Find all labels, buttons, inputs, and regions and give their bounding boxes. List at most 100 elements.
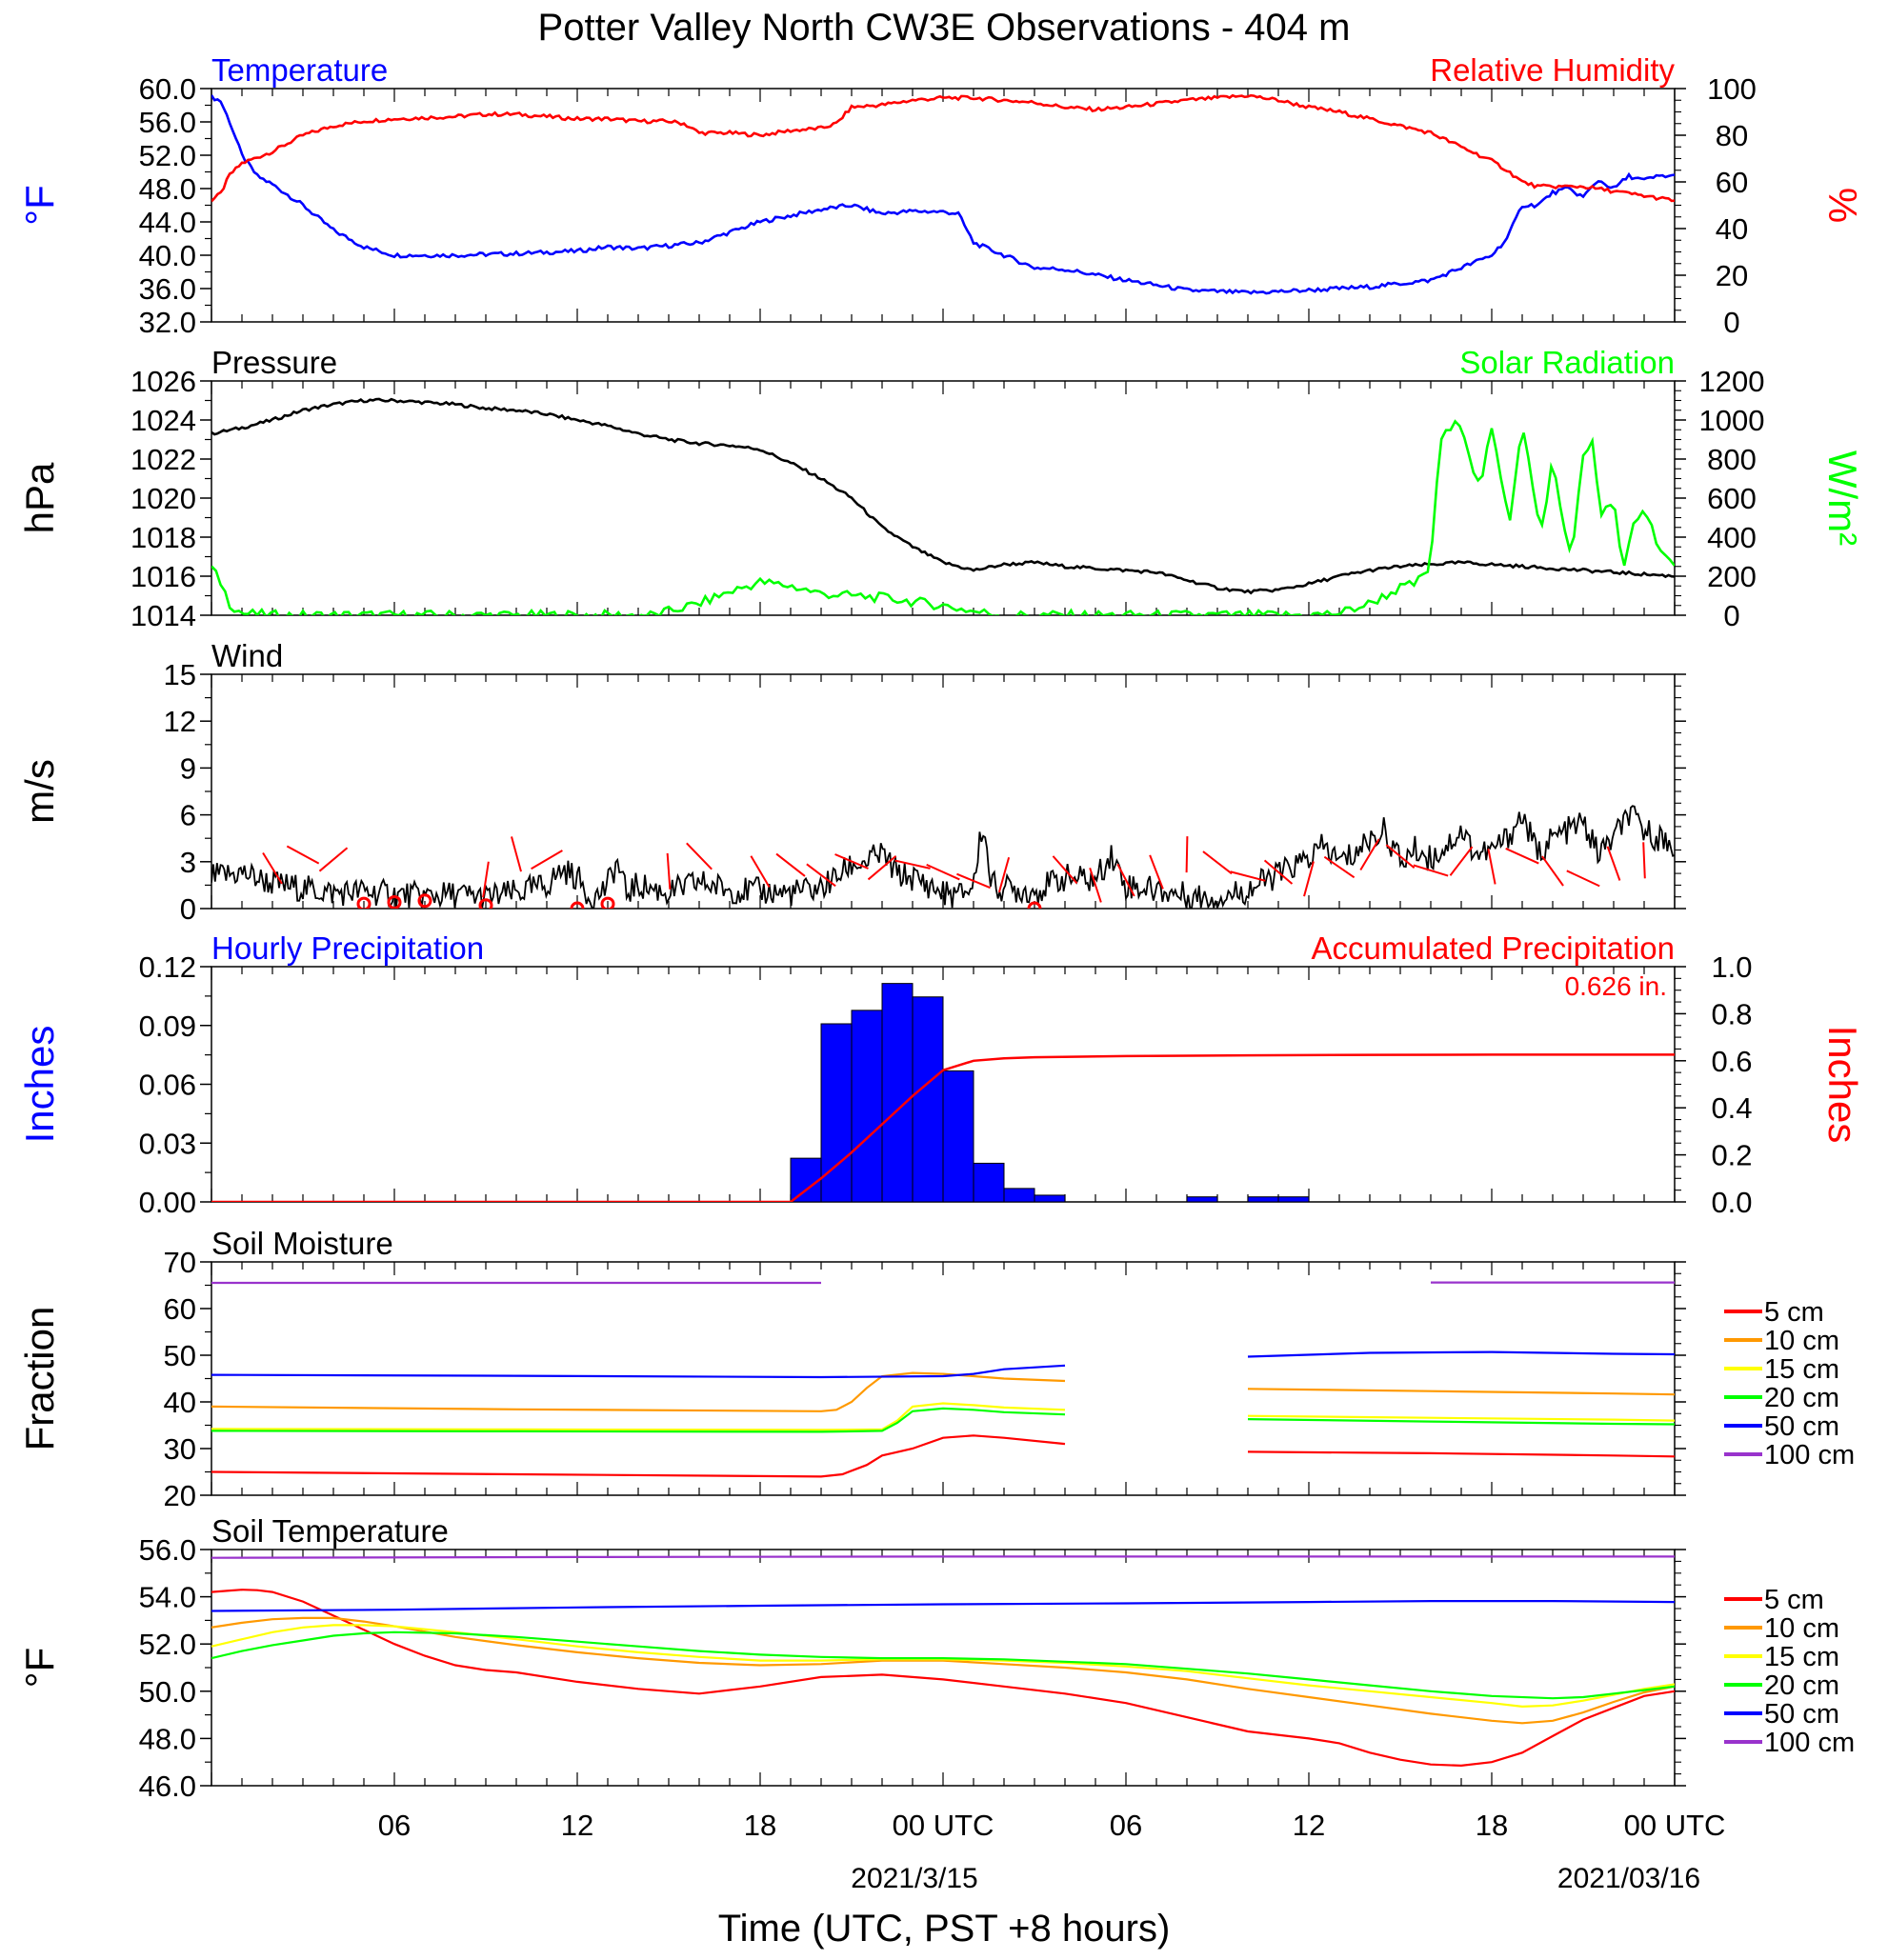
panel-title-right: Relative Humidity — [1430, 52, 1675, 88]
panel-title-left: Temperature — [211, 52, 388, 88]
series-line-20-cm — [211, 1630, 1675, 1700]
series-line-15-cm — [211, 1624, 1675, 1709]
precip-bar — [912, 996, 944, 1202]
wind-barb — [1385, 844, 1416, 870]
panel-2: 15 12 9 6 3 0 Wind m/s — [17, 638, 1686, 926]
x-axis-labels: 2021/3/15 2021/03/16 Time (UTC, PST +8 h… — [718, 1863, 1700, 1950]
panel-0: 60.056.052.048.044.040.036.032.0 100 80 60 4… — [17, 52, 1865, 339]
y-tick-label-right: 80 — [1716, 119, 1748, 152]
series-line-5-cm — [211, 1434, 1675, 1478]
y-tick-label: 1024 — [131, 404, 196, 437]
y-tick-label: 0.03 — [139, 1127, 196, 1160]
wind-barb — [1185, 836, 1189, 873]
series-line-pressure — [211, 397, 1675, 595]
panel-4: 70 60 50 40 30 20 Soil Moisture Fraction 5 cm10 … — [17, 1226, 1855, 1512]
legend-label: 100 cm — [1764, 1440, 1855, 1470]
wind-barb — [997, 856, 1011, 893]
series-line-15-cm — [211, 1402, 1675, 1431]
wind-barb — [1149, 854, 1164, 890]
y-tick-label-right: 0.2 — [1711, 1139, 1752, 1172]
legend-label: 15 cm — [1764, 1354, 1839, 1385]
y-tick-label-right: 1200 — [1699, 365, 1765, 398]
wind-barb — [750, 855, 771, 889]
calm-marker — [356, 896, 372, 909]
x-tick-label: 00 UTC — [893, 1809, 994, 1842]
legend-label: 50 cm — [1764, 1411, 1839, 1442]
wind-barb — [1606, 846, 1621, 881]
y-tick-label: 60.0 — [139, 72, 196, 106]
plot-area — [211, 983, 1675, 1202]
x-axis-title: Time (UTC, PST +8 hours) — [718, 1908, 1171, 1950]
wind-barb — [1566, 870, 1600, 888]
wind-barb — [1413, 864, 1449, 877]
y-tick-label-right: 0.8 — [1711, 997, 1752, 1030]
plot-frame — [211, 1549, 1676, 1787]
panels: 60.056.052.048.044.040.036.032.010080604… — [17, 52, 1865, 1842]
wind-barb — [1303, 861, 1315, 897]
wind-barb — [1541, 855, 1564, 887]
precip-bar — [1277, 1196, 1310, 1202]
y-tick-label: 1026 — [131, 365, 196, 398]
series-line-20-cm — [211, 1407, 1675, 1433]
panel-title-left: Soil Moisture — [211, 1226, 393, 1261]
y-tick-label: 36.0 — [139, 272, 196, 306]
y-tick-label-right: 100 — [1707, 72, 1757, 106]
y-tick-label: 70 — [164, 1246, 196, 1279]
series-line-temperature — [211, 94, 1675, 295]
panel-title-left: Wind — [211, 638, 283, 673]
legend-label: 5 cm — [1764, 1585, 1824, 1615]
y-tick-label-right: 0.6 — [1711, 1045, 1752, 1078]
series-line-relative-humidity — [211, 93, 1675, 203]
wind-barb — [1487, 848, 1496, 885]
plot-frame — [211, 1261, 1676, 1496]
y-tick-label: 1022 — [131, 443, 196, 476]
x-tick-label: 18 — [744, 1809, 776, 1842]
legend-label: 20 cm — [1764, 1383, 1839, 1413]
y-axis-label-left: m/s — [17, 759, 62, 824]
panel-title-left: Pressure — [211, 345, 337, 380]
wind-barb — [1449, 846, 1474, 876]
plot-area — [211, 397, 1675, 615]
series-line-100-cm — [211, 1555, 1675, 1559]
wind-barb — [1052, 855, 1078, 885]
y-tick-label: 60 — [164, 1292, 196, 1326]
y-tick-label: 0.09 — [139, 1010, 196, 1043]
y-tick-label: 1016 — [131, 560, 196, 593]
y-tick-label: 1020 — [131, 482, 196, 515]
y-tick-label-right: 400 — [1707, 521, 1757, 554]
y-axis-label-right: % — [1820, 188, 1865, 223]
wind-barb — [286, 845, 320, 865]
wind-barb — [894, 859, 931, 870]
wind-barb — [1263, 859, 1294, 885]
y-tick-label-right: 600 — [1707, 482, 1757, 515]
y-tick-label: 54.0 — [139, 1581, 196, 1614]
y-tick-label: 44.0 — [139, 206, 196, 239]
precip-bar — [851, 1010, 883, 1202]
wind-barb — [926, 863, 960, 881]
date-label-2: 2021/03/16 — [1557, 1863, 1700, 1894]
y-tick-label-right: 20 — [1716, 259, 1748, 292]
y-tick-label-right: 1000 — [1699, 404, 1765, 437]
wind-barb — [262, 852, 283, 885]
y-tick-label: 40.0 — [139, 239, 196, 272]
calm-marker — [1027, 901, 1042, 909]
wind-barb — [1505, 848, 1539, 865]
y-tick-label: 9 — [180, 751, 196, 785]
series-line-50-cm — [211, 1350, 1675, 1379]
y-tick-label: 52.0 — [139, 139, 196, 172]
accumulated-total: 0.626 in. — [1565, 971, 1667, 1001]
precip-bar — [1186, 1196, 1218, 1202]
plot-area — [211, 1555, 1675, 1768]
x-tick-label: 18 — [1476, 1809, 1508, 1842]
calm-marker — [600, 896, 615, 909]
panel-title-left: Soil Temperature — [211, 1513, 449, 1549]
calm-marker — [387, 894, 402, 909]
wind-barb — [318, 847, 349, 872]
series-line-10-cm — [211, 1616, 1675, 1725]
precip-bar — [790, 1157, 822, 1202]
y-tick-label: 48.0 — [139, 172, 196, 206]
legend-label: 10 cm — [1764, 1613, 1839, 1644]
precip-bar — [1034, 1194, 1066, 1202]
y-tick-label: 46.0 — [139, 1770, 196, 1803]
